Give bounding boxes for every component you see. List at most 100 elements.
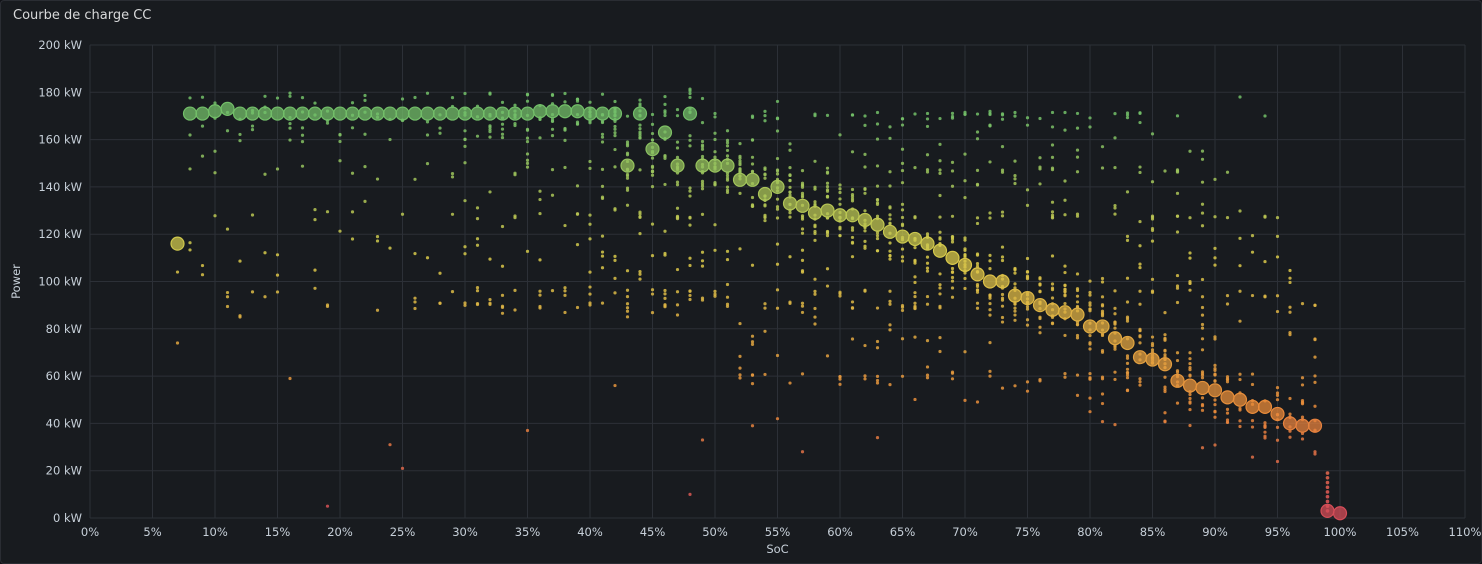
data-point [788,190,792,194]
data-point [338,159,342,163]
data-point [1038,289,1042,293]
data-point [688,293,692,298]
data-point [625,203,630,207]
data-point [600,254,605,258]
data-point [450,212,455,216]
data-point [838,377,842,381]
data-point [1213,415,1217,419]
data-point [750,342,755,346]
main-series-point [1320,503,1335,519]
data-point [900,247,905,251]
data-point [1188,351,1192,355]
data-point [475,301,480,306]
data-point [1125,356,1130,360]
data-point [1075,294,1080,298]
data-point [538,197,542,202]
main-series-point [907,231,923,247]
data-point [463,161,467,165]
data-point [688,492,692,496]
data-point [825,166,830,170]
data-point [675,180,680,184]
data-point [200,154,205,158]
data-point [1188,373,1192,377]
data-point [863,374,867,378]
data-point [525,165,530,169]
data-point [1088,342,1092,346]
data-point [925,232,930,236]
data-point [463,137,467,141]
data-point [1250,372,1255,376]
main-series-point [1070,307,1085,322]
data-point [975,400,980,404]
data-point [1138,165,1142,169]
data-point [1150,132,1155,136]
data-point [863,114,867,118]
data-point [700,121,705,125]
data-point [1063,372,1067,376]
data-point [713,115,717,119]
data-point [988,211,992,215]
data-point [1000,296,1005,300]
data-point [1125,315,1130,319]
main-series-point [570,104,585,119]
data-point [1200,295,1205,299]
data-point [488,297,492,302]
data-point [1313,303,1317,307]
data-point [988,124,992,128]
data-point [975,216,980,220]
data-point [1275,309,1280,314]
data-point [638,168,642,172]
data-point [863,288,867,292]
data-point [1288,276,1292,280]
data-point [825,181,830,185]
data-point [938,336,942,340]
data-point [275,96,280,100]
data-point [913,246,917,250]
data-point [850,255,855,259]
data-point [1113,212,1117,216]
data-point [213,214,217,218]
data-point [900,181,905,185]
data-point [788,211,792,215]
data-point [188,133,192,137]
main-series-point [920,236,935,251]
data-point [1225,377,1230,381]
data-point [800,372,805,376]
data-point [1075,155,1080,159]
main-series-point [1057,305,1073,320]
data-point [1288,268,1292,273]
data-point [1100,312,1105,316]
data-point [750,382,755,386]
data-point [775,207,780,211]
data-point [225,290,230,295]
data-point [825,113,830,117]
data-point [1275,234,1280,238]
data-point [650,292,655,296]
data-point [1325,475,1330,480]
main-series-point [1207,383,1223,398]
data-point [800,450,805,454]
data-point [1063,264,1067,268]
data-point [863,244,867,248]
data-point [375,239,380,243]
data-point [563,138,567,142]
data-point [713,292,717,296]
data-point [1150,180,1155,184]
data-point [863,191,867,195]
data-point [550,288,555,293]
data-point [900,308,905,313]
x-tick-label: 5% [143,525,161,539]
data-point [838,227,842,231]
data-point [363,132,367,136]
data-point [1025,256,1030,261]
data-point [525,93,530,97]
data-point [1163,169,1167,173]
data-point [225,304,230,309]
data-point [850,241,855,245]
data-point [625,176,630,180]
data-point [1063,333,1067,338]
data-point [700,143,705,147]
data-point [875,231,880,235]
data-point [475,206,480,210]
data-point [963,271,967,275]
